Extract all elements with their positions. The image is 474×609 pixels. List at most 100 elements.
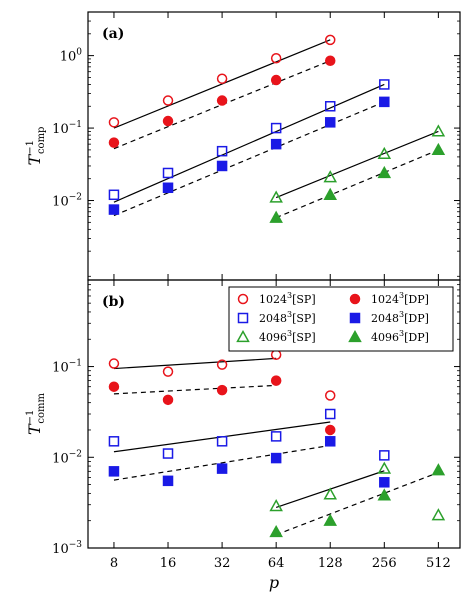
data-point	[323, 187, 338, 200]
fit-line	[113, 357, 277, 370]
data-point	[323, 513, 338, 526]
y-tick-label: 10−1	[52, 359, 82, 376]
data-point	[270, 122, 282, 134]
fit-line	[113, 384, 277, 395]
data-point	[431, 142, 446, 156]
plot-frame	[87, 279, 461, 549]
data-point	[162, 366, 174, 377]
legend-marker	[349, 312, 361, 324]
data-point	[379, 79, 390, 90]
data-point	[324, 34, 336, 46]
legend-marker	[236, 329, 250, 343]
legend-label: 20483[SP]	[259, 310, 316, 325]
legend-label: 10243[SP]	[259, 291, 316, 306]
data-point	[108, 436, 120, 447]
data-point	[270, 375, 282, 386]
fit-line	[113, 83, 385, 203]
y-tick-label: 10−1	[52, 120, 82, 137]
data-point	[216, 160, 228, 172]
data-point	[269, 190, 283, 203]
data-point	[379, 96, 390, 108]
data-point	[162, 95, 174, 106]
x-tick-label: 16	[160, 556, 177, 571]
fit-line	[275, 471, 439, 536]
legend-marker	[348, 329, 362, 343]
data-point	[270, 452, 282, 464]
data-point	[108, 117, 120, 128]
data-point	[108, 137, 120, 148]
data-point	[108, 358, 120, 369]
data-point	[323, 487, 338, 500]
panel-label: (a)	[102, 26, 124, 42]
data-point	[162, 448, 174, 459]
data-point	[216, 95, 228, 106]
data-point	[377, 461, 392, 474]
legend-box	[228, 286, 454, 352]
panel-b: 10−3 10−2 10−1 8 16 32 64 128 256 512 (b) T−1comm p	[25, 279, 461, 592]
data-point	[216, 359, 228, 370]
data-point	[324, 408, 336, 420]
data-point	[323, 170, 338, 183]
data-point	[270, 349, 282, 360]
data-point	[270, 138, 282, 150]
data-point	[162, 115, 174, 127]
data-point	[162, 182, 174, 194]
data-point	[324, 424, 336, 436]
data-point	[162, 167, 174, 179]
x-tick-label: 8	[110, 556, 118, 571]
y-axis-label: T−1comp	[25, 127, 47, 166]
data-point	[324, 436, 336, 447]
y-tick-label: 10−2	[52, 193, 82, 210]
panel-label: (b)	[102, 294, 125, 310]
legend-label: 40963[DP]	[371, 329, 429, 344]
data-point	[379, 450, 390, 461]
data-point	[379, 477, 390, 488]
x-tick-label: 256	[372, 556, 397, 571]
data-point	[324, 55, 336, 66]
y-tick-label: 10−2	[52, 449, 82, 466]
legend-label: 10243[DP]	[371, 291, 429, 306]
data-point	[431, 463, 446, 476]
data-point	[270, 74, 282, 86]
y-tick-label: 10−3	[52, 540, 82, 557]
data-point	[324, 101, 336, 112]
x-axis-label: p	[269, 573, 279, 592]
x-tick-label: 32	[214, 556, 231, 571]
legend-label: 40963[SP]	[259, 329, 316, 344]
data-point	[108, 189, 120, 201]
data-point	[377, 488, 392, 501]
data-point	[431, 508, 446, 521]
data-point	[162, 394, 174, 406]
x-tick-label: 512	[426, 556, 451, 571]
y-tick-label: 100	[60, 48, 83, 65]
data-point	[269, 210, 283, 223]
data-point	[216, 73, 228, 84]
data-point	[324, 117, 336, 128]
x-tick-label: 64	[268, 556, 285, 571]
y-axis-label: T−1comm	[25, 392, 47, 435]
x-tick-label: 128	[318, 556, 343, 571]
data-point	[377, 165, 392, 179]
data-point	[216, 436, 228, 447]
fit-line	[275, 149, 439, 219]
data-point	[216, 145, 228, 157]
data-point	[162, 475, 174, 487]
data-point	[108, 204, 120, 215]
data-point	[216, 463, 228, 474]
fit-line	[113, 39, 331, 129]
data-point	[324, 390, 336, 401]
data-point	[431, 124, 446, 137]
data-point	[269, 524, 283, 538]
legend-label: 20483[DP]	[371, 310, 429, 325]
fit-line	[113, 60, 331, 150]
data-point	[270, 431, 282, 442]
legend-marker	[349, 293, 361, 305]
data-point	[270, 52, 282, 64]
data-point	[269, 499, 283, 512]
legend-marker	[237, 312, 249, 324]
data-point	[377, 146, 392, 160]
data-point	[108, 466, 120, 477]
panel-a: 10−2 10−1 100 (a) T−1comp	[25, 11, 461, 281]
fit-line	[275, 130, 439, 199]
